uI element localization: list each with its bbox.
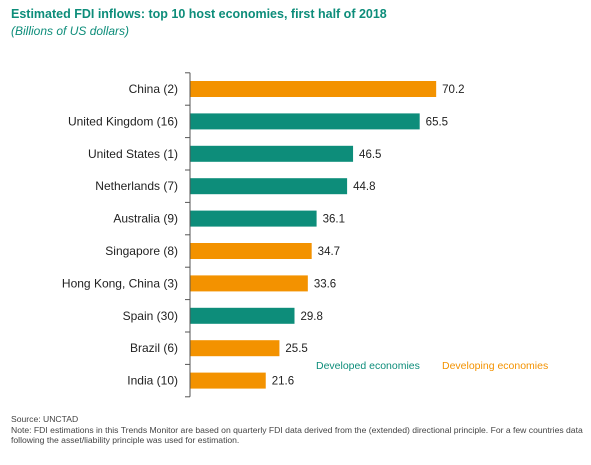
- bar-chart: China (2) 70.2 United Kingdom (16) 65.5 Unit…: [62, 72, 548, 398]
- category-label-7: Spain (30): [123, 309, 178, 323]
- bar-9: [190, 372, 266, 389]
- bar-0: [190, 81, 437, 97]
- value-label-0: 70.2: [442, 84, 464, 96]
- bar-3: [190, 178, 348, 195]
- category-label-6: Hong Kong, China (3): [62, 276, 178, 290]
- chart-subtitle: (Billions of US dollars): [11, 24, 130, 38]
- category-label-4: Australia (9): [113, 212, 178, 226]
- value-label-9: 21.6: [272, 376, 294, 388]
- value-label-2: 46.5: [359, 149, 381, 161]
- bar-6: [190, 275, 308, 292]
- value-label-4: 36.1: [323, 214, 345, 226]
- chart-footer: Source: UNCTAD Note: FDI estimations in …: [11, 414, 583, 446]
- category-label-8: Brazil (6): [130, 341, 178, 355]
- bar-2: [190, 145, 354, 162]
- value-label-7: 29.8: [300, 311, 322, 323]
- value-label-8: 25.5: [285, 343, 307, 355]
- bar-4: [190, 210, 317, 227]
- chart-title: Estimated FDI inflows: top 10 host econo…: [11, 7, 387, 21]
- bar-7: [190, 307, 295, 324]
- value-label-1: 65.5: [426, 116, 448, 128]
- category-label-1: United Kingdom (16): [68, 114, 178, 128]
- bar-5: [190, 243, 312, 259]
- category-label-3: Netherlands (7): [95, 179, 178, 193]
- value-label-3: 44.8: [353, 181, 375, 193]
- bar-8: [190, 340, 280, 357]
- value-label-5: 34.7: [318, 246, 340, 258]
- value-label-6: 33.6: [314, 278, 336, 290]
- category-label-0: China (2): [129, 82, 178, 96]
- category-label-2: United States (1): [88, 147, 178, 161]
- methodology-note: Note: FDI estimations in this Trends Mon…: [11, 424, 583, 446]
- legend-item-developed: Developed economies: [316, 360, 420, 372]
- bar-1: [190, 113, 420, 130]
- category-label-5: Singapore (8): [105, 244, 178, 258]
- legend-item-developing: Developing economies: [442, 360, 548, 372]
- source-note: Source: UNCTAD: [11, 414, 79, 424]
- category-label-9: India (10): [127, 374, 178, 388]
